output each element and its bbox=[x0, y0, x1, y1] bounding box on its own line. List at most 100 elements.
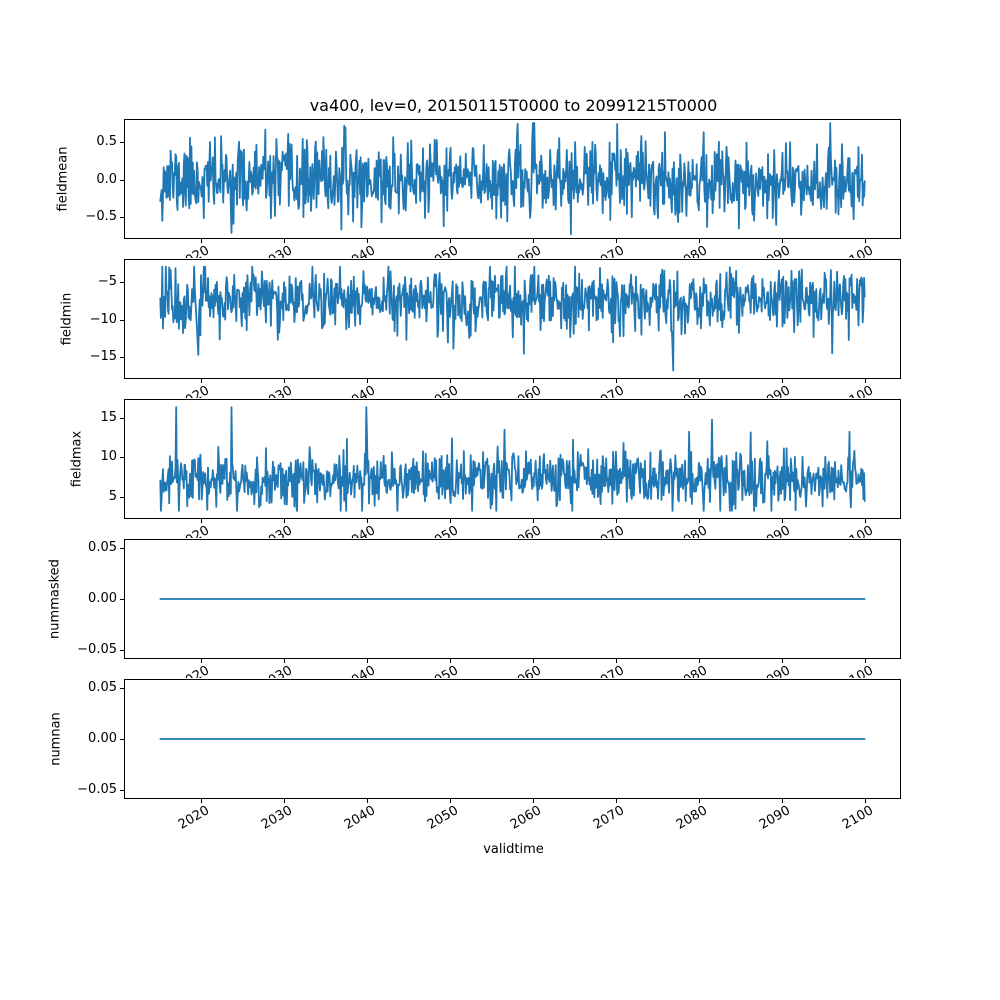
x-tick-mark bbox=[782, 799, 783, 803]
x-tick-label: 2020 bbox=[175, 243, 212, 258]
x-tick-mark bbox=[699, 239, 700, 243]
x-tick-fragments-row: 2020 2030 2040 2050 2060 2070 2080 2090 2100 bbox=[125, 243, 900, 258]
x-tick-label: 2090 bbox=[756, 383, 793, 398]
x-tick-mark bbox=[865, 519, 866, 523]
x-tick-mark bbox=[450, 799, 451, 803]
y-tick-label: −10 bbox=[89, 312, 117, 327]
x-tick-fragments-row: 2020 2030 2040 2050 2060 2070 2080 2090 2100 bbox=[125, 663, 900, 678]
y-tick-label: 5 bbox=[108, 489, 117, 504]
x-tick-mark bbox=[450, 519, 451, 523]
series-line-fieldmax bbox=[159, 406, 866, 512]
x-tick-mark bbox=[699, 519, 700, 523]
subplot-nummasked: 0.05 0.00 −0.05 nummasked 2020 2030 2040 2050 20… bbox=[48, 539, 901, 678]
series-line-fieldmean bbox=[159, 122, 866, 236]
x-tick-label: 2090 bbox=[756, 243, 793, 258]
series-path bbox=[159, 406, 866, 512]
x-tick-mark bbox=[284, 379, 285, 383]
x-tick-mark bbox=[367, 659, 368, 663]
y-tick-label: 10 bbox=[100, 449, 117, 464]
y-axis-title-numnan: numnan bbox=[48, 712, 64, 766]
y-tick-label: 0.05 bbox=[88, 680, 117, 695]
x-tick-label: 2040 bbox=[341, 663, 378, 678]
x-tick-label: 2080 bbox=[673, 243, 710, 258]
x-tick-label: 2060 bbox=[507, 523, 544, 538]
y-tick-mark bbox=[120, 357, 124, 358]
x-tick-mark bbox=[616, 659, 617, 663]
series-line-numnan bbox=[159, 738, 866, 740]
y-tick-label: −0.5 bbox=[85, 209, 117, 224]
x-tick-mark bbox=[450, 659, 451, 663]
x-tick-mark bbox=[284, 799, 285, 803]
y-tick-mark bbox=[120, 180, 124, 181]
x-tick-label: 2030 bbox=[258, 243, 295, 258]
y-tick-mark bbox=[120, 650, 124, 651]
x-tick-mark bbox=[201, 519, 202, 523]
x-tick-mark bbox=[284, 659, 285, 663]
subplot-fieldmax: 15 10 5 fieldmax 2020 2030 2040 2050 2060 2070 208… bbox=[70, 399, 901, 538]
x-tick-mark bbox=[865, 659, 866, 663]
x-tick-label: 2090 bbox=[756, 663, 793, 678]
x-tick-mark bbox=[284, 239, 285, 243]
x-tick-label: 2050 bbox=[424, 663, 461, 678]
series-line-nummasked bbox=[159, 598, 866, 600]
y-tick-mark bbox=[120, 688, 124, 689]
x-tick-mark bbox=[533, 799, 534, 803]
y-tick-label: 0.00 bbox=[88, 731, 117, 746]
x-tick-label: 2030 bbox=[258, 663, 295, 678]
x-tick-fragments-row: 2020 2030 2040 2050 2060 2070 2080 2090 2100 bbox=[125, 383, 900, 398]
y-tick-mark bbox=[120, 142, 124, 143]
x-tick-label: 2060 bbox=[507, 663, 544, 678]
x-tick-label: 2080 bbox=[673, 523, 710, 538]
x-tick-label: 2020 bbox=[175, 523, 212, 538]
y-axis-title-fieldmin: fieldmin bbox=[59, 292, 75, 346]
x-tick-mark bbox=[616, 799, 617, 803]
x-tick-mark bbox=[284, 519, 285, 523]
x-tick-mark bbox=[367, 239, 368, 243]
x-tick-mark bbox=[367, 379, 368, 383]
x-tick-mark bbox=[616, 379, 617, 383]
x-tick-mark bbox=[367, 799, 368, 803]
x-tick-mark bbox=[367, 519, 368, 523]
x-tick-mark bbox=[201, 379, 202, 383]
y-tick-label: 0.5 bbox=[96, 134, 117, 149]
subplot-fieldmin: −5 −10 −15 fieldmin 2020 2030 2040 2050 2060 2070… bbox=[60, 259, 901, 398]
y-tick-label: 0.00 bbox=[88, 591, 117, 606]
x-tick-label: 2040 bbox=[341, 523, 378, 538]
x-tick-label: 2100 bbox=[839, 663, 876, 678]
x-tick-label: 2070 bbox=[590, 523, 627, 538]
subplot-numnan: 0.05 0.00 −0.05 numnan 2020 2030 2040 2050 2060 2… bbox=[49, 679, 901, 833]
y-tick-label: 15 bbox=[100, 410, 117, 425]
subplot-fieldmean: 0.5 0.0 −0.5 fieldmean 2020 2030 2040 2050 2060 2… bbox=[56, 119, 901, 258]
y-axis-title-fieldmax: fieldmax bbox=[69, 430, 85, 488]
y-tick-mark bbox=[120, 599, 124, 600]
x-tick-mark bbox=[865, 799, 866, 803]
x-tick-mark bbox=[201, 239, 202, 243]
x-tick-label: 2030 bbox=[258, 383, 295, 398]
x-tick-mark bbox=[699, 659, 700, 663]
y-tick-mark bbox=[120, 320, 124, 321]
x-tick-mark bbox=[699, 799, 700, 803]
x-tick-mark bbox=[782, 239, 783, 243]
y-tick-label: 0.05 bbox=[88, 540, 117, 555]
y-tick-mark bbox=[120, 418, 124, 419]
y-axis-title-nummasked: nummasked bbox=[47, 559, 63, 639]
x-tick-mark bbox=[616, 519, 617, 523]
x-tick-label: 2100 bbox=[839, 523, 876, 538]
x-tick-mark bbox=[782, 379, 783, 383]
x-tick-label: 2050 bbox=[424, 523, 461, 538]
series-path bbox=[159, 122, 866, 236]
x-tick-label: 2060 bbox=[507, 243, 544, 258]
y-tick-mark bbox=[120, 497, 124, 498]
figure-title: va400, lev=0, 20150115T0000 to 20991215T… bbox=[309, 96, 718, 115]
y-tick-label: 0.0 bbox=[96, 172, 117, 187]
x-tick-mark bbox=[450, 379, 451, 383]
x-tick-mark bbox=[533, 519, 534, 523]
y-tick-mark bbox=[120, 548, 124, 549]
x-tick-fragments-row: 2020 2030 2040 2050 2060 2070 2080 2090 2100 bbox=[125, 523, 900, 538]
y-tick-label: −5 bbox=[97, 274, 117, 289]
y-tick-mark bbox=[120, 457, 124, 458]
x-tick-mark bbox=[533, 239, 534, 243]
x-tick-mark bbox=[201, 659, 202, 663]
y-tick-mark bbox=[120, 282, 124, 283]
